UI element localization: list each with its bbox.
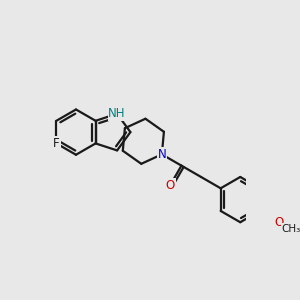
Text: O: O (275, 216, 284, 229)
Text: NH: NH (108, 107, 126, 120)
Text: O: O (166, 179, 175, 192)
Text: F: F (53, 137, 60, 150)
Text: CH₃: CH₃ (282, 224, 300, 234)
Text: N: N (158, 148, 166, 161)
